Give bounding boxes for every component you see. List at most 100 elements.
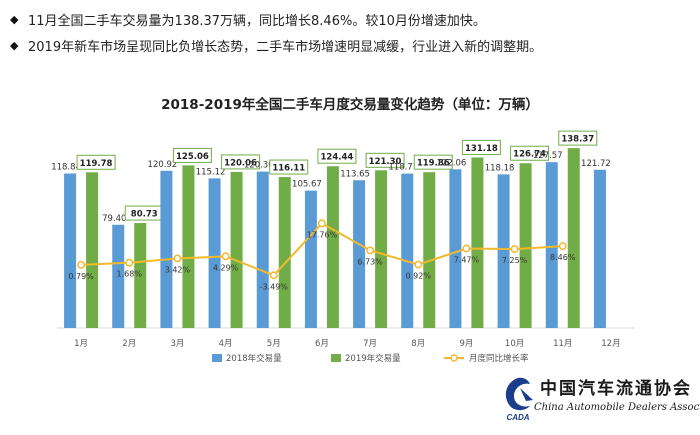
logo-chinese-name: 中国汽车流通协会 [540, 379, 692, 399]
bar-2019 [182, 165, 195, 328]
bar-label-box-2019 [365, 152, 405, 168]
bullet-item: ◆ 2019年新车市场呈现同比负增长态势，二手车市场增速明显减缓，行业进入新的调… [10, 32, 690, 58]
growth-rate-label: -3.49% [260, 282, 289, 291]
bar-label-2019: 138.37 [561, 135, 594, 145]
bar-label-2018: 122.06 [437, 158, 467, 168]
bullet-text: 11月全国二手车交易量为138.37万辆，同比增长8.46%。较10月份增速加快… [28, 13, 486, 29]
bar-label-box-2019 [461, 139, 501, 155]
bar-label-box-2019 [76, 154, 116, 170]
bar-2018 [449, 169, 462, 328]
growth-rate-point [558, 242, 567, 251]
diamond-icon: ◆ [10, 12, 19, 26]
legend-swatch-2019 [331, 354, 341, 362]
bar-2019 [471, 157, 484, 328]
growth-rate-label: 3.42% [165, 265, 191, 274]
bullet-list: ◆ 11月全国二手车交易量为138.37万辆，同比增长8.46%。较10月份增速… [10, 6, 690, 58]
bar-label-2018: 115.12 [196, 167, 226, 177]
growth-rate-point [173, 254, 182, 263]
organization-logo: CADA 中国汽车流通协会 China Automobile Dealers A… [500, 370, 700, 430]
x-tick-label: 1月 [74, 339, 88, 349]
bar-label-2019: 126.74 [513, 150, 546, 160]
bar-2018 [112, 224, 125, 328]
bar-label-2019: 80.73 [131, 210, 158, 220]
bar-2018 [64, 173, 77, 328]
bar-label-box-2019 [510, 145, 550, 161]
bar-label-2019: 119.78 [80, 159, 113, 169]
x-tick-label: 12月 [601, 339, 620, 349]
bar-2019 [134, 223, 147, 328]
bar-label-2019: 116.11 [272, 164, 305, 174]
x-tick-label: 10月 [505, 339, 524, 349]
bar-label-2019: 124.44 [321, 153, 354, 163]
bar-label-2018: 118.84 [51, 163, 81, 173]
bullet-item: ◆ 11月全国二手车交易量为138.37万辆，同比增长8.46%。较10月份增速… [10, 6, 690, 32]
bar-label-2018: 105.67 [292, 180, 322, 190]
growth-rate-point [366, 246, 375, 255]
growth-rate-point [317, 219, 326, 228]
growth-rate-point [414, 260, 423, 269]
growth-rate-label: 8.46% [550, 253, 576, 262]
bar-label-2018: 118.77 [388, 163, 418, 173]
growth-rate-label: 17.76% [307, 230, 338, 239]
bar-label-2018: 118.18 [485, 163, 515, 173]
bar-label-2019: 119.86 [417, 159, 450, 169]
bar-label-2018: 120.30 [244, 161, 274, 171]
bar-label-2018: 79.40 [102, 214, 126, 224]
bar-label-box-2019 [269, 159, 309, 175]
growth-rate-point [125, 258, 134, 267]
bar-label-2018: 113.65 [340, 169, 370, 179]
x-tick-label: 2月 [122, 339, 136, 349]
bar-label-2018: 120.92 [148, 160, 178, 170]
growth-rate-label: 4.29% [213, 263, 239, 272]
bar-label-box-2019 [558, 130, 598, 146]
growth-rate-point [462, 244, 471, 253]
growth-rate-point [510, 245, 519, 254]
bar-2018 [208, 178, 221, 328]
bar-label-2018: 121.72 [581, 159, 611, 169]
growth-rate-point [77, 260, 86, 269]
bar-2018 [256, 171, 269, 328]
logo-mark-text: CADA [506, 413, 529, 422]
x-tick-label: 4月 [219, 339, 233, 349]
bar-2019 [278, 177, 291, 328]
legend-label-2019: 2019年交易量 [345, 353, 401, 364]
growth-rate-label: 7.47% [454, 256, 480, 265]
bar-2018 [545, 162, 558, 328]
growth-rate-label: 7.25% [502, 256, 528, 265]
bar-2019 [326, 166, 339, 328]
bar-2018 [304, 190, 317, 328]
bar-2018 [593, 169, 606, 328]
x-tick-label: 8月 [411, 339, 425, 349]
legend-label-2018: 2018年交易量 [226, 353, 282, 364]
bullet-text: 2019年新车市场呈现同比负增长态势，二手车市场增速明显减缓，行业进入新的调整期… [28, 39, 543, 55]
logo-english-name: China Automobile Dealers Association [534, 402, 700, 413]
bar-label-box-2019 [413, 154, 453, 170]
growth-rate-point [269, 271, 278, 280]
bar-label-box-2019 [317, 148, 357, 164]
cada-logo-icon: CADA [505, 377, 533, 422]
x-tick-label: 7月 [363, 339, 377, 349]
bar-2019 [86, 172, 99, 328]
x-tick-label: 11月 [553, 339, 572, 349]
x-tick-label: 3月 [170, 339, 184, 349]
growth-rate-label: 0.79% [68, 272, 94, 281]
bar-label-2019: 131.18 [465, 144, 498, 154]
bar-label-2018: 127.57 [533, 151, 563, 161]
bar-label-2019: 120.06 [224, 158, 257, 168]
legend-swatch-2018 [212, 354, 222, 362]
bar-2019 [567, 148, 580, 328]
bar-2018 [401, 173, 414, 328]
bar-2018 [160, 170, 173, 328]
legend-swatch-marker [450, 354, 458, 362]
chart-title: 2018-2019年全国二手车月度交易量变化趋势（单位：万辆） [161, 97, 539, 113]
x-tick-label: 5月 [267, 339, 281, 349]
growth-rate-point [221, 252, 230, 261]
bar-2019 [519, 163, 532, 328]
growth-rate-label: 6.73% [357, 257, 383, 266]
legend-label-growth: 月度同比增长率 [469, 353, 529, 364]
bar-label-box-2019 [172, 147, 212, 163]
bar-label-2019: 125.06 [176, 152, 209, 162]
diamond-icon: ◆ [10, 38, 19, 52]
growth-rate-label: 0.92% [406, 272, 432, 281]
